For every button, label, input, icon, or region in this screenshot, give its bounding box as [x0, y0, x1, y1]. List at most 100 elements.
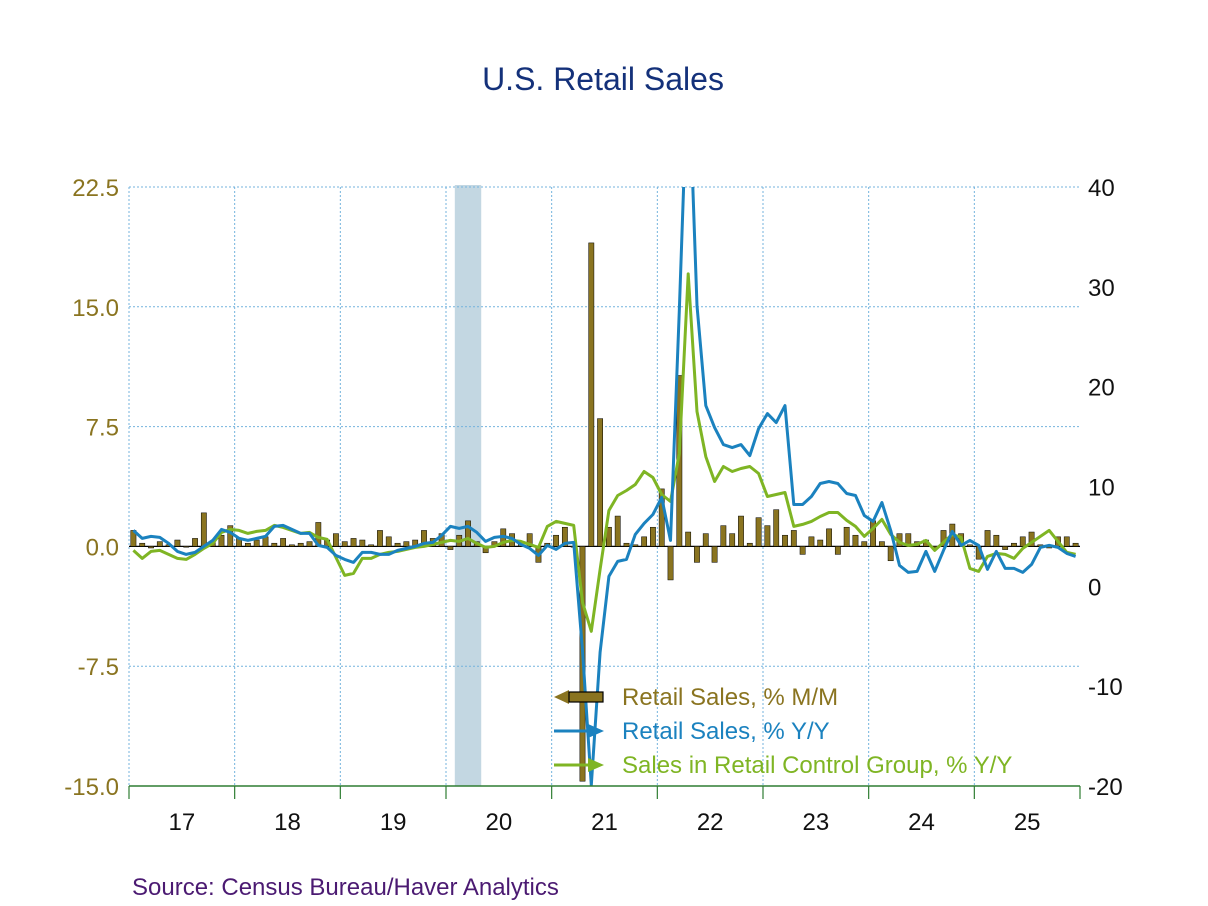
bar-mm-65: [702, 533, 709, 547]
recession-band: [454, 185, 482, 786]
chart-title: U.S. Retail Sales: [482, 61, 724, 97]
bar-mm-55: [614, 515, 621, 547]
bar-mm-73: [773, 509, 780, 547]
left-tick-label-4: -7.5: [78, 654, 119, 681]
bar-mm-83: [861, 541, 868, 547]
left-tick-label-5: -15.0: [64, 774, 119, 801]
right-tick-label-5: -10: [1088, 674, 1123, 701]
bar-mm-18: [289, 544, 295, 547]
bar-mm-1: [139, 542, 146, 547]
bar-mm-6: [183, 546, 190, 548]
bar-mm-19: [297, 542, 304, 547]
bar-mm-53: [597, 418, 603, 547]
source-note: Source: Census Bureau/Haver Analytics: [132, 874, 559, 901]
grid: [128, 186, 1080, 786]
left-tick-label-1: 15.0: [72, 295, 119, 322]
left-tick-label-0: 22.5: [72, 175, 119, 202]
bar-mm-67: [720, 525, 727, 547]
left-tick-label-3: 0.0: [86, 534, 119, 561]
bar-mm-99: [1002, 546, 1009, 550]
bar-mm-100: [1011, 542, 1017, 547]
bar-mm-69: [738, 515, 744, 547]
bar-mm-14: [253, 539, 260, 547]
bar-mm-59: [650, 526, 656, 547]
x-tick-label-4: 21: [591, 809, 618, 836]
bar-mm-70: [746, 542, 753, 547]
bar-mm-17: [280, 538, 286, 547]
bar-mm-80: [834, 546, 841, 555]
bar-mm-3: [156, 541, 163, 547]
legend-item-yy: Retail Sales, % Y/Y: [554, 718, 830, 745]
x-axis-ticks: 17 18 19 20 21 22 23 24 25: [168, 809, 1040, 836]
right-tick-label-4: 0: [1088, 574, 1101, 601]
bar-mm-101: [1019, 536, 1026, 547]
bar-mm-48: [553, 534, 559, 547]
bar-mm-58: [641, 536, 648, 547]
bar-mm-97: [984, 530, 991, 547]
bar-mm-24: [341, 541, 348, 547]
bar-mm-38: [465, 520, 471, 547]
bar-mm-36: [447, 546, 454, 550]
bar-mm-71: [755, 517, 762, 547]
legend: Retail Sales, % M/M Retail Sales, % Y/Y …: [554, 684, 1012, 779]
bar-mm-61: [667, 546, 674, 581]
legend-arrow-control: [588, 758, 604, 772]
bar-mm-57: [632, 544, 639, 547]
bar-mm-78: [817, 539, 824, 547]
bar-mm-79: [826, 528, 832, 547]
bar-mm-16: [271, 542, 278, 547]
bar-mm-68: [729, 533, 736, 547]
bar-mm-86: [887, 546, 894, 562]
line-retail-yy: [132, 187, 1077, 786]
bar-mm-85: [878, 541, 885, 547]
right-axis-ticks: 40 30 20 10 0 -10 -20: [1088, 175, 1123, 801]
x-tick-label-3: 20: [485, 809, 512, 836]
left-tick-label-2: 7.5: [86, 415, 119, 442]
x-tick-label-6: 23: [802, 809, 829, 836]
bar-series-mm: [130, 242, 1079, 782]
x-tick-label-0: 17: [168, 809, 195, 836]
bar-mm-25: [350, 538, 357, 547]
bar-mm-31: [403, 541, 410, 547]
x-tick-label-7: 24: [908, 809, 935, 836]
left-axis-ticks: 22.5 15.0 7.5 0.0 -7.5 -15.0: [64, 175, 119, 801]
axes: [128, 785, 1081, 799]
bar-mm-2: [148, 546, 154, 549]
legend-item-mm: Retail Sales, % M/M: [554, 684, 838, 711]
bar-mm-107: [1072, 542, 1079, 547]
bar-mm-63: [685, 531, 692, 547]
bar-mm-77: [808, 536, 815, 547]
legend-swatch-mm: [554, 690, 569, 704]
bar-mm-82: [852, 534, 859, 547]
line-series: [132, 187, 1077, 786]
bar-mm-29: [385, 536, 392, 547]
legend-bar-mm: [568, 691, 604, 703]
bar-mm-10: [218, 534, 225, 547]
right-tick-label-6: -20: [1088, 774, 1123, 801]
bar-mm-11: [227, 525, 234, 547]
bar-mm-98: [993, 534, 1000, 547]
bar-mm-81: [843, 526, 850, 547]
bar-mm-106: [1063, 536, 1070, 547]
legend-label-mm: Retail Sales, % M/M: [622, 684, 838, 711]
right-tick-label-0: 40: [1088, 175, 1115, 202]
bar-mm-7: [192, 538, 198, 547]
bar-mm-74: [782, 534, 788, 547]
legend-item-control: Sales in Retail Control Group, % Y/Y: [554, 752, 1012, 779]
bar-mm-5: [174, 539, 181, 547]
bar-mm-49: [561, 526, 568, 547]
x-tick-label-8: 25: [1014, 809, 1041, 836]
bar-mm-23: [333, 533, 339, 547]
bar-mm-95: [967, 544, 973, 547]
bar-mm-64: [694, 546, 700, 563]
bar-mm-27: [368, 544, 375, 547]
bar-mm-72: [764, 525, 771, 547]
bar-mm-30: [394, 542, 401, 547]
bar-mm-28: [377, 530, 383, 547]
bar-mm-13: [244, 542, 251, 547]
bar-mm-66: [711, 546, 718, 563]
legend-arrow-yy: [588, 724, 604, 738]
bar-mm-76: [799, 546, 806, 555]
legend-label-yy: Retail Sales, % Y/Y: [622, 718, 830, 745]
